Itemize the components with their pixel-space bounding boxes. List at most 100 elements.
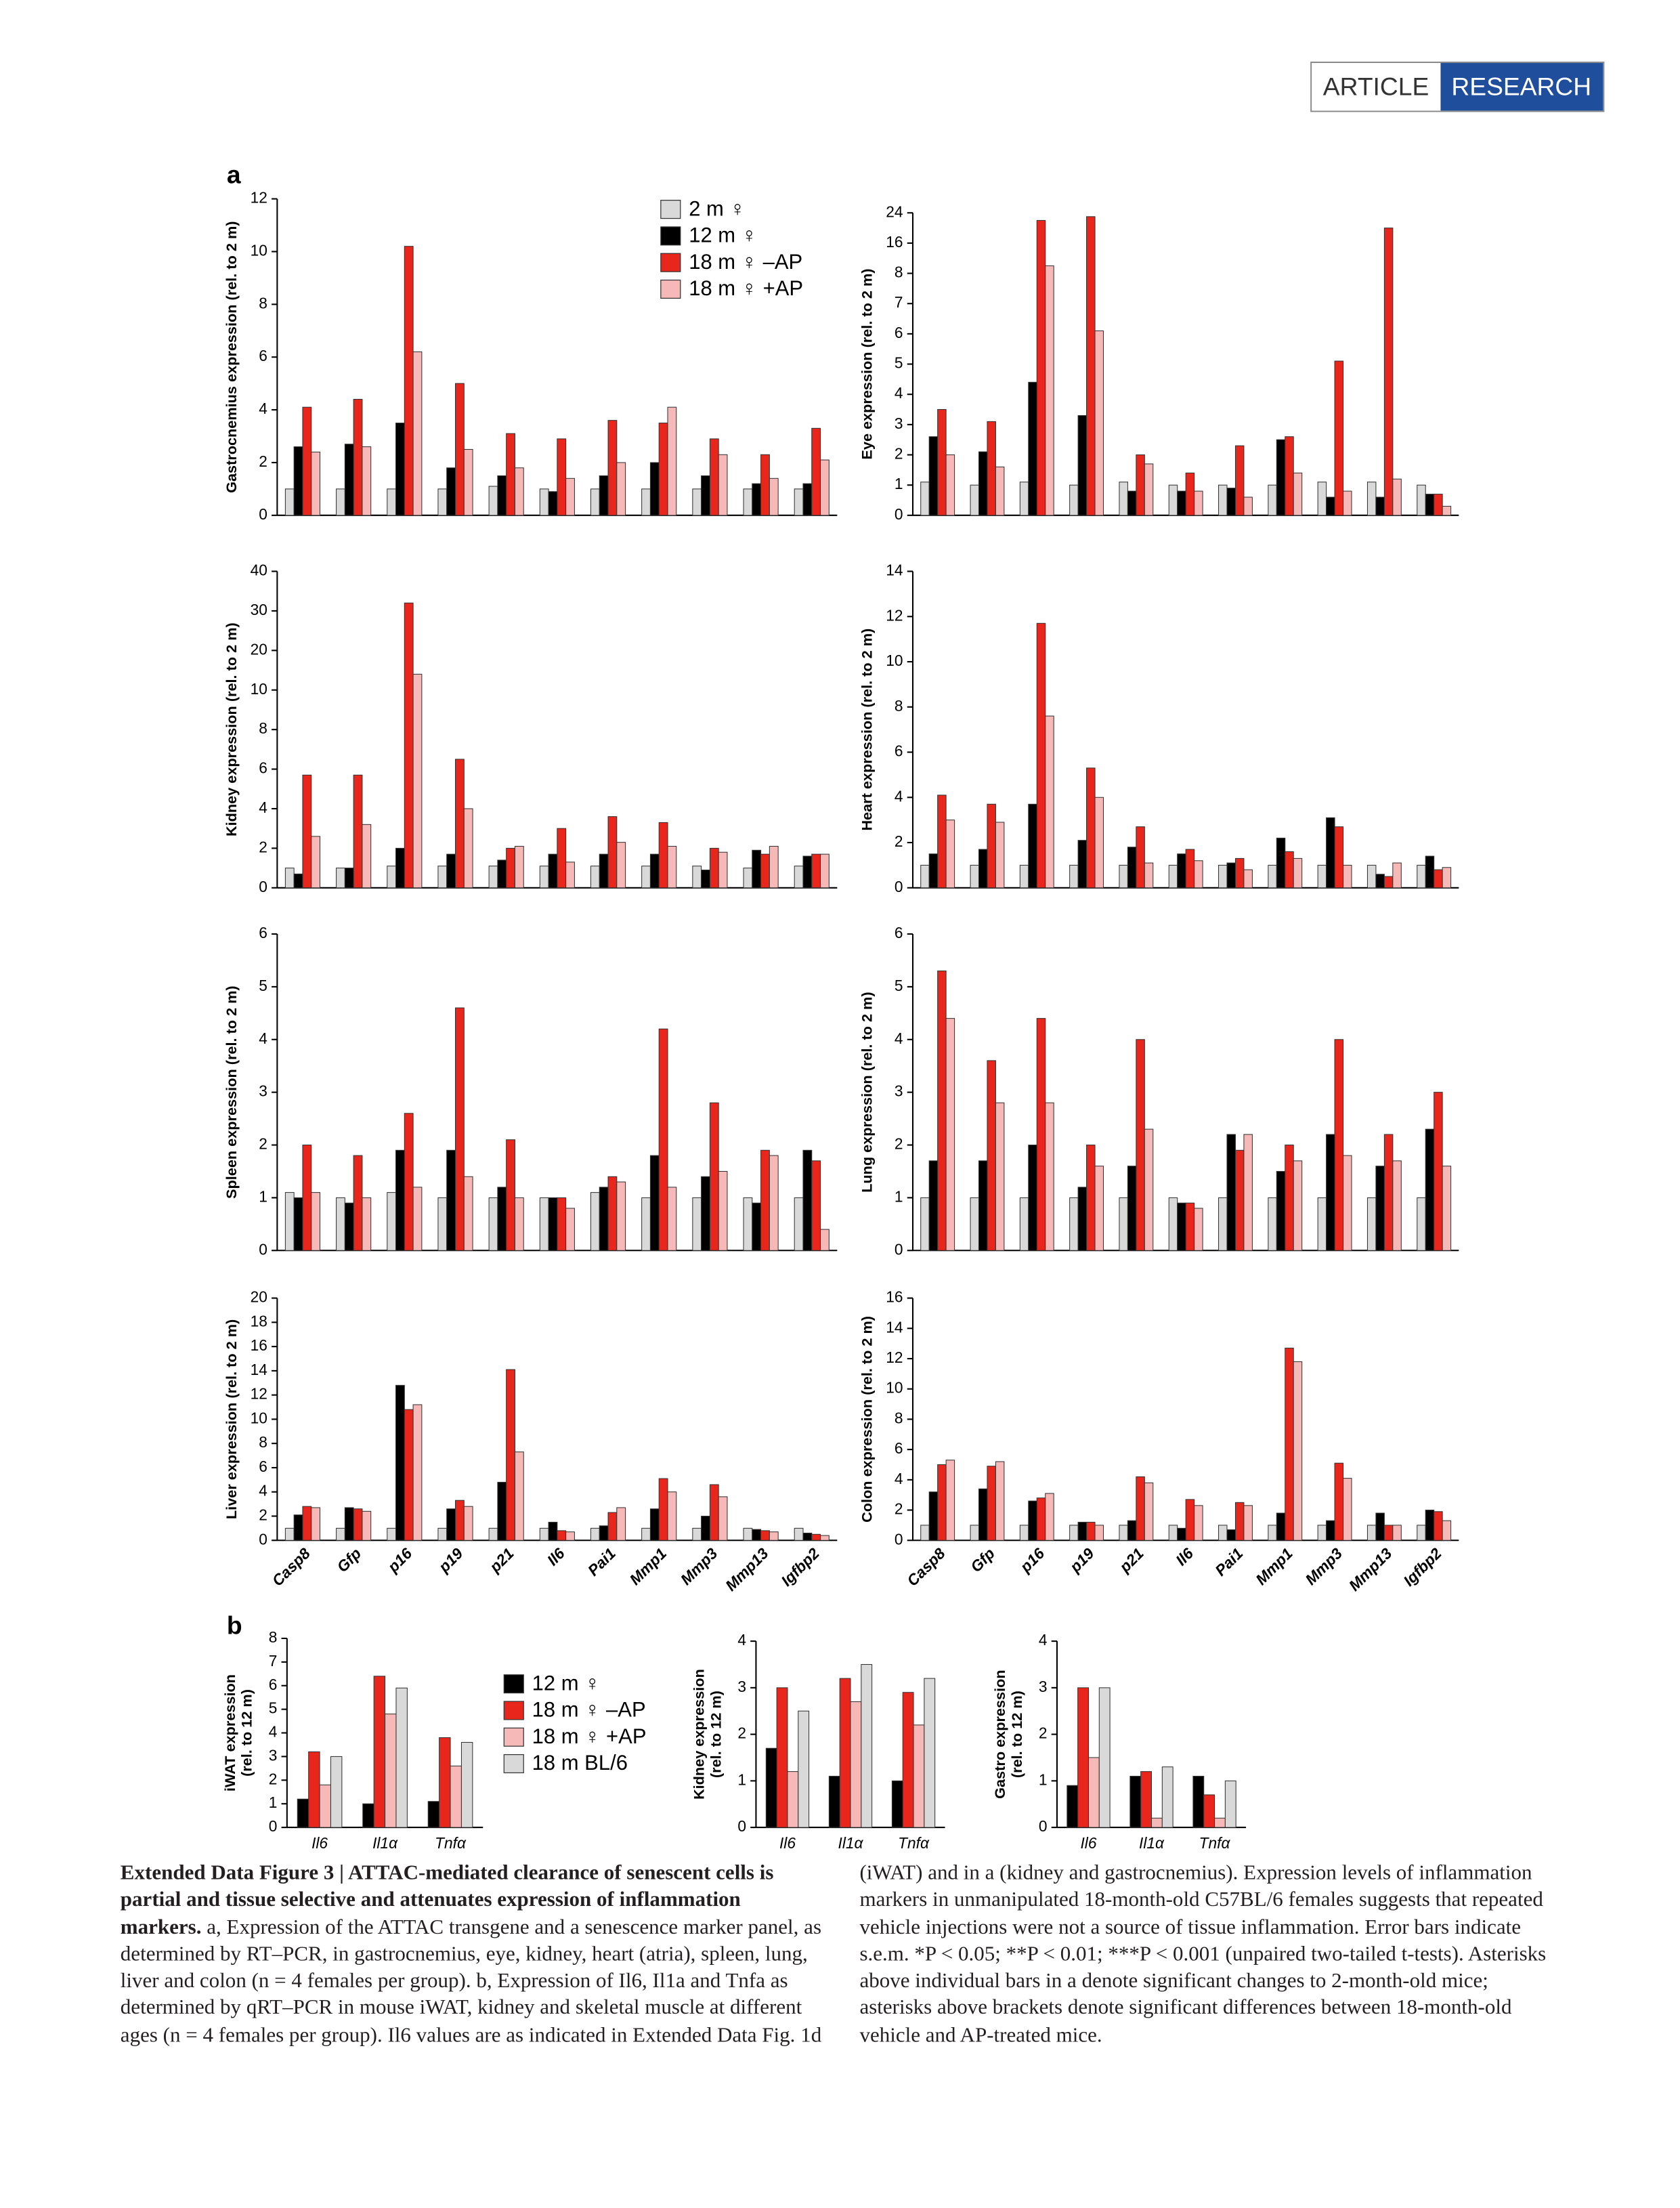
bar <box>1019 864 1029 889</box>
bar <box>802 855 813 889</box>
bar <box>1036 622 1046 889</box>
bar <box>924 1678 936 1828</box>
bar <box>802 483 813 516</box>
y-tick-label: 4 <box>259 400 267 417</box>
bar <box>920 1197 930 1251</box>
bar <box>506 433 515 516</box>
bar <box>284 868 295 889</box>
bar <box>1366 1525 1377 1541</box>
bar <box>387 1192 397 1251</box>
bar <box>1119 482 1128 516</box>
bar <box>1268 484 1277 516</box>
y-tick-label: 18 <box>251 1312 267 1330</box>
bar <box>928 1160 939 1251</box>
bar <box>692 488 702 516</box>
bar <box>1317 1525 1327 1541</box>
bar <box>590 866 600 889</box>
x-tick-label: Il6 <box>1172 1544 1197 1569</box>
bar <box>1375 496 1385 516</box>
bar <box>1168 1197 1178 1251</box>
bar <box>1218 484 1228 516</box>
bar <box>1375 1512 1385 1541</box>
bar <box>1268 1197 1277 1251</box>
bar <box>902 1692 914 1828</box>
bar <box>1425 494 1435 516</box>
y-tick-label: 0 <box>895 1530 903 1548</box>
bar <box>1144 463 1154 516</box>
bar <box>667 406 677 516</box>
y-tick-label: 1 <box>269 1793 278 1811</box>
bar <box>928 436 939 516</box>
x-tick-label: p19 <box>435 1544 467 1576</box>
bar <box>1028 1500 1037 1541</box>
bar <box>1326 1134 1335 1251</box>
bar <box>1326 496 1335 516</box>
bar <box>743 1527 753 1541</box>
y-tick-label: 2 <box>895 832 903 850</box>
bar <box>1036 1018 1046 1251</box>
bar <box>1136 826 1145 889</box>
bar <box>548 853 558 889</box>
bar <box>1243 1134 1253 1251</box>
bar <box>1442 505 1452 516</box>
bar <box>1028 381 1037 516</box>
bar <box>769 1155 779 1251</box>
bar <box>599 475 609 516</box>
bar <box>970 864 980 889</box>
bar <box>1434 1511 1443 1541</box>
y-tick-label: 0 <box>737 1817 746 1835</box>
bar <box>1392 862 1402 889</box>
bar <box>1276 1170 1286 1251</box>
y-tick-label: 20 <box>251 640 267 658</box>
bar <box>539 866 549 889</box>
bar <box>937 971 947 1251</box>
bar <box>995 466 1005 516</box>
x-tick-label: Tnfα <box>898 1834 930 1852</box>
y-tick-label: 3 <box>259 1082 267 1100</box>
bar <box>1276 837 1286 889</box>
bar <box>1285 436 1294 516</box>
bar <box>794 1527 804 1541</box>
bar <box>1392 1525 1402 1541</box>
bar <box>1243 1505 1253 1541</box>
bar <box>1243 496 1253 516</box>
y-tick-label: 3 <box>1039 1678 1048 1695</box>
bar <box>1168 864 1178 889</box>
bar <box>1375 874 1385 889</box>
bar <box>1136 1476 1145 1541</box>
y-axis-label: (rel. to 12 m) <box>707 1691 724 1778</box>
bar <box>1226 488 1236 516</box>
bar <box>1185 1202 1195 1251</box>
x-tick-label: Il6 <box>1080 1834 1096 1852</box>
y-tick-label: 2 <box>269 1770 278 1787</box>
bar <box>1119 1197 1128 1251</box>
bar <box>1028 803 1037 889</box>
bar <box>1442 1520 1452 1541</box>
bar <box>891 1780 903 1828</box>
bar <box>1098 1687 1111 1828</box>
bar <box>1434 494 1443 516</box>
bar <box>1069 484 1079 516</box>
x-tick-label: Mmp3 <box>677 1544 721 1588</box>
bar <box>760 454 770 516</box>
y-tick-label: 0 <box>269 1817 278 1835</box>
bar <box>395 1149 405 1251</box>
y-tick-label: 4 <box>259 1029 267 1047</box>
legend-label: 18 m ♀ +AP <box>532 1724 647 1748</box>
bar <box>1094 1166 1104 1251</box>
bar <box>395 1384 405 1541</box>
bar <box>928 1491 939 1541</box>
bar <box>752 1529 762 1541</box>
bar <box>913 1724 925 1828</box>
bar <box>1383 876 1394 889</box>
y-axis-label: Kidney expression (rel. to 2 m) <box>223 622 240 836</box>
bar <box>353 1155 363 1251</box>
bar <box>649 853 660 889</box>
x-tick-label: Mmp3 <box>1301 1544 1345 1588</box>
bar <box>344 868 354 889</box>
x-tick-label: p16 <box>1016 1544 1048 1576</box>
bar <box>920 1525 930 1541</box>
bar <box>1326 1520 1335 1541</box>
bar <box>488 1527 498 1541</box>
bar <box>488 1197 498 1251</box>
